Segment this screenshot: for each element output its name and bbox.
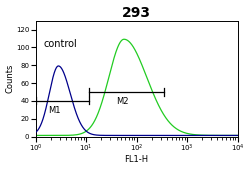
- Text: M1: M1: [48, 106, 61, 115]
- Title: 293: 293: [122, 6, 151, 20]
- Text: control: control: [43, 39, 77, 49]
- X-axis label: FL1-H: FL1-H: [124, 155, 149, 164]
- Text: M2: M2: [116, 97, 129, 106]
- Y-axis label: Counts: Counts: [6, 64, 15, 93]
